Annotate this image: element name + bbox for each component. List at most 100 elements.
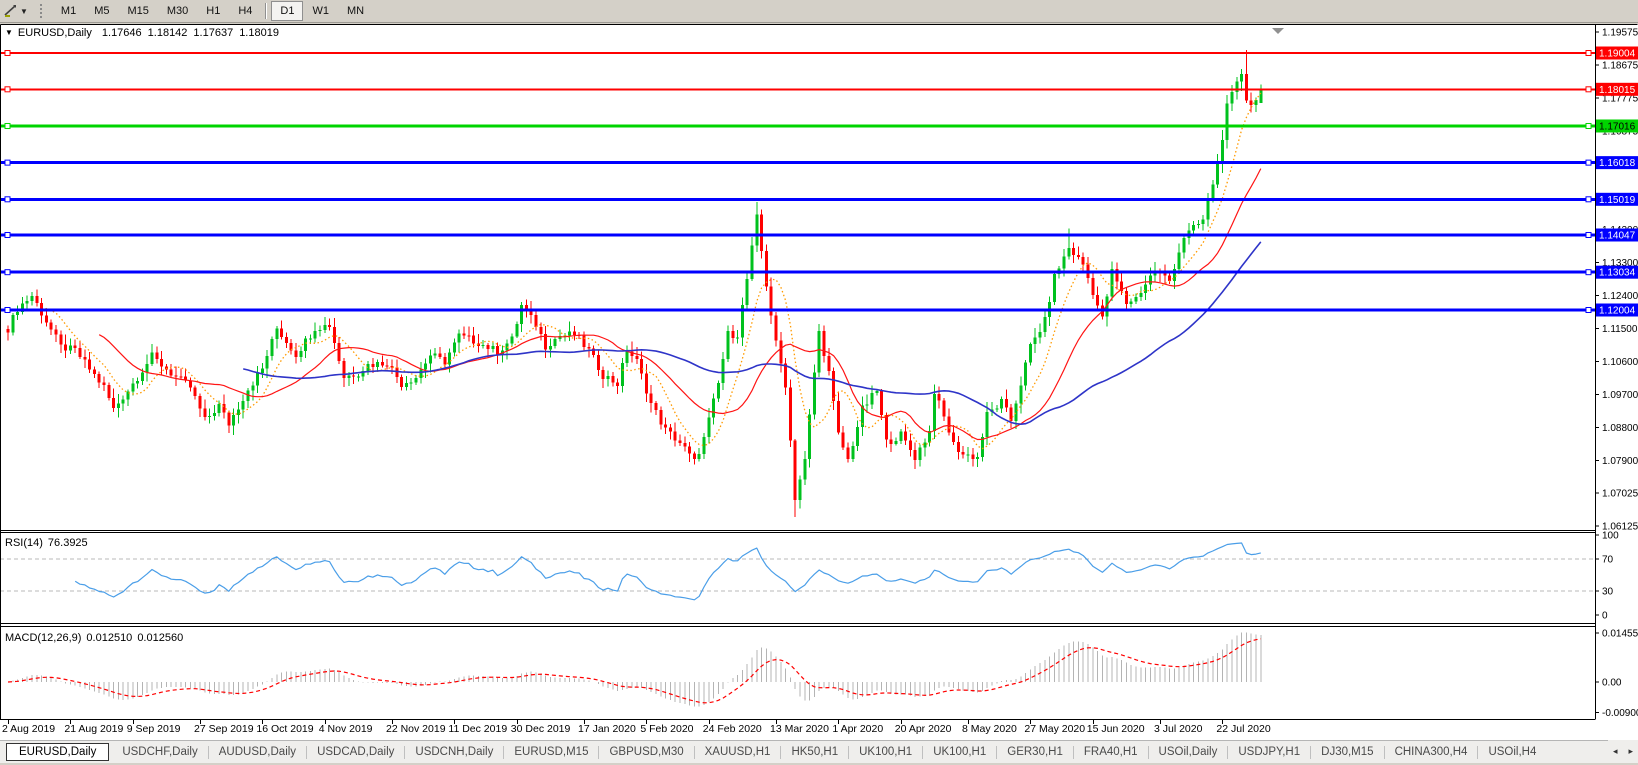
svg-text:1.19004: 1.19004 — [1599, 49, 1636, 60]
price-badge-1.19004: 1.19004 — [1596, 46, 1638, 60]
date-label: 17 Jan 2020 — [578, 723, 636, 735]
chart-tab-usoil-daily[interactable]: USOil,Daily — [1158, 746, 1218, 758]
date-tick — [838, 720, 840, 724]
chart-tab-dj30-m15[interactable]: DJ30,M15 — [1321, 746, 1374, 758]
tabs-scroll-left-button[interactable]: ◂ — [1613, 746, 1618, 756]
chart-tab-gbpusd-m30[interactable]: GBPUSD,M30 — [609, 746, 684, 758]
rsi-panel — [1, 542, 1594, 601]
date-label: 15 Jun 2020 — [1086, 723, 1145, 735]
price-badge-1.13034: 1.13034 — [1596, 265, 1638, 279]
tab-separator — [1383, 745, 1385, 759]
chart-tabs: EURUSD,Daily USDCHF,Daily AUDUSD,Daily USDC… — [0, 740, 1638, 763]
svg-text:1.11500: 1.11500 — [1602, 324, 1638, 335]
date-tick — [708, 720, 710, 724]
price-badge-1.14047: 1.14047 — [1596, 228, 1638, 242]
date-label: 24 Feb 2020 — [702, 723, 762, 735]
date-tick — [200, 720, 201, 724]
svg-text:1.13034: 1.13034 — [1599, 268, 1636, 279]
date-label: 22 Jul 2020 — [1216, 723, 1271, 735]
chart-tab-ger30-h1[interactable]: GER30,H1 — [1007, 746, 1063, 758]
tab-separator — [693, 745, 695, 759]
price-badge-1.15019: 1.15019 — [1596, 192, 1638, 206]
svg-text:1.13300: 1.13300 — [1602, 258, 1638, 269]
chart-tab-usdjpy-h1[interactable]: USDJPY,H1 — [1238, 746, 1301, 758]
chart-tab-uk100-h1[interactable]: UK100,H1 — [933, 746, 987, 758]
date-label: 2 Aug 2019 — [2, 723, 56, 735]
svg-text:100: 100 — [1602, 531, 1619, 542]
date-label: 27 Sep 2019 — [194, 723, 254, 735]
timeframe-button-h1[interactable]: H1 — [206, 5, 221, 17]
svg-text:1.12400: 1.12400 — [1602, 291, 1638, 302]
tabs-scroll-right-button[interactable]: ▸ — [1628, 746, 1633, 756]
toolbar-grip[interactable] — [39, 4, 45, 18]
date-tick — [8, 720, 9, 724]
macd-panel — [7, 632, 1262, 707]
date-tick — [584, 720, 585, 724]
date-tick — [70, 720, 72, 724]
svg-text:1.17016: 1.17016 — [1599, 121, 1636, 132]
tab-separator — [922, 745, 924, 759]
chart-tab-hk50-h1[interactable]: HK50,H1 — [791, 746, 839, 758]
chart-tab-usdcnh-daily[interactable]: USDCNH,Daily — [415, 746, 494, 758]
date-label: 5 Feb 2020 — [640, 723, 694, 735]
date-tick — [1030, 720, 1032, 724]
svg-text:1.08800: 1.08800 — [1602, 423, 1638, 434]
svg-text:0.014556: 0.014556 — [1602, 629, 1638, 640]
chart-tab-usoil-h4[interactable]: USOil,H4 — [1488, 746, 1537, 758]
chart-tab-eurusd-m15[interactable]: EURUSD,M15 — [514, 746, 589, 758]
tool-dropdown-arrow[interactable]: ▼ — [20, 6, 28, 16]
date-label: 4 Nov 2019 — [318, 723, 373, 735]
date-label: 16 Oct 2019 — [256, 723, 314, 735]
toolbar: ▼ M1 M5 M15 M30 H1 H4 D1 W1 MN — [0, 0, 1638, 23]
svg-text:0: 0 — [1602, 611, 1608, 622]
svg-text:70: 70 — [1602, 555, 1614, 566]
chart-shift-marker[interactable] — [1272, 28, 1284, 34]
tab-separator — [1310, 745, 1312, 759]
date-tick — [1160, 720, 1161, 724]
tab-separator — [306, 745, 308, 759]
timeframe-button-m5[interactable]: M5 — [94, 5, 110, 17]
date-label: 1 Apr 2020 — [832, 723, 884, 735]
drawing-tool-icon — [4, 5, 16, 17]
tab-separator — [598, 745, 600, 759]
chart-tab-eurusd-daily[interactable]: EURUSD,Daily — [6, 743, 110, 761]
tab-scroll-buttons: ◂ ▸ — [1608, 740, 1638, 763]
svg-text:-0.009001: -0.009001 — [1602, 708, 1638, 719]
date-label: 8 May 2020 — [962, 723, 1017, 735]
svg-text:1.09700: 1.09700 — [1602, 390, 1638, 401]
date-label: 9 Sep 2019 — [126, 723, 181, 735]
date-label: 3 Jul 2020 — [1154, 723, 1203, 735]
timeframe-button-m30[interactable]: M30 — [166, 5, 189, 17]
tab-separator — [207, 745, 209, 759]
chart-tab-usdcad-daily[interactable]: USDCAD,Daily — [317, 746, 395, 758]
date-label: 27 May 2020 — [1024, 723, 1086, 735]
svg-text:1.18015: 1.18015 — [1599, 85, 1636, 96]
timeframe-button-d1[interactable]: D1 — [271, 1, 304, 21]
chart-tab-uk100-h1[interactable]: UK100,H1 — [859, 746, 913, 758]
timeframe-button-h4[interactable]: H4 — [238, 5, 253, 17]
date-label: 20 Apr 2020 — [894, 723, 952, 735]
timeframe-button-m15[interactable]: M15 — [127, 5, 149, 17]
date-tick — [646, 720, 648, 724]
chart-tab-china300-h4[interactable]: CHINA300,H4 — [1394, 746, 1468, 758]
tab-separator — [780, 745, 782, 759]
date-label: 22 Nov 2019 — [386, 723, 446, 735]
price-badge-1.12004: 1.12004 — [1596, 303, 1638, 317]
chart-tab-usdchf-daily[interactable]: USDCHF,Daily — [122, 746, 198, 758]
svg-text:30: 30 — [1602, 587, 1614, 598]
date-label: 11 Dec 2019 — [448, 723, 508, 735]
timeframe-button-m1[interactable]: M1 — [60, 5, 77, 17]
drawing-tool-button[interactable]: ▼ — [0, 1, 35, 21]
date-tick — [132, 720, 134, 724]
chart-tab-xauusd-h1[interactable]: XAUUSD,H1 — [704, 746, 771, 758]
chart-tab-audusd-daily[interactable]: AUDUSD,Daily — [218, 746, 297, 758]
timeframe-button-w1[interactable]: W1 — [312, 5, 329, 17]
chart-canvas[interactable]: 1.195751.186751.177751.168751.142001.133… — [0, 24, 1638, 720]
svg-text:1.10600: 1.10600 — [1602, 357, 1638, 368]
timeframe-button-mn[interactable]: MN — [346, 5, 365, 17]
svg-text:0.00: 0.00 — [1602, 678, 1622, 689]
price-badge-1.18015: 1.18015 — [1596, 82, 1638, 96]
chart-tab-fra40-h1[interactable]: FRA40,H1 — [1083, 746, 1138, 758]
svg-text:1.16018: 1.16018 — [1599, 158, 1636, 169]
